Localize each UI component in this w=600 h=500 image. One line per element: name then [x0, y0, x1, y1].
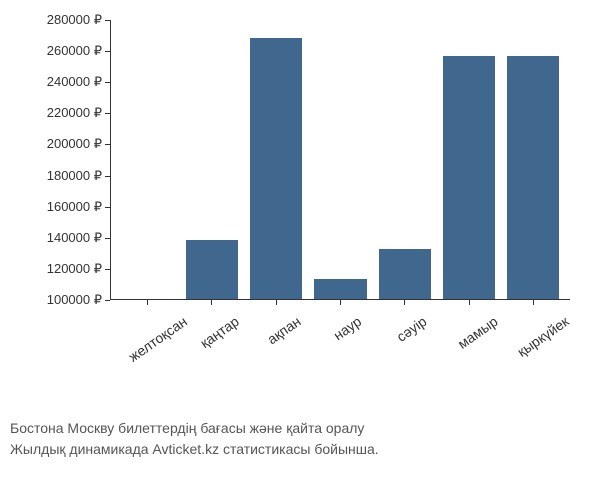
bar [443, 56, 495, 299]
plot-area [110, 20, 570, 300]
y-tick-mark [105, 144, 110, 145]
y-tick-label: 260000 ₽ [47, 43, 102, 59]
y-tick-label: 200000 ₽ [47, 136, 102, 152]
y-tick-mark [105, 207, 110, 208]
x-axis: желтоқсанқаңтар ақпан наур сәуір мамыр қыркүй… [110, 305, 570, 375]
y-tick-label: 240000 ₽ [47, 74, 102, 90]
y-tick-label: 100000 ₽ [47, 292, 102, 308]
bar [186, 240, 238, 299]
bar [379, 249, 431, 299]
chart-caption: Бостона Москву билеттердің бағасы және қ… [10, 418, 590, 460]
x-tick-label: желтоқсан [126, 313, 191, 365]
bar [250, 38, 302, 299]
caption-line-2: Жылдық динамикада Avticket.kz статистика… [10, 439, 590, 460]
y-tick-label: 160000 ₽ [47, 199, 102, 215]
x-tick-label: қыркүйек [514, 313, 571, 360]
y-tick-label: 220000 ₽ [47, 105, 102, 121]
x-tick-mark [404, 300, 405, 305]
y-tick-mark [105, 82, 110, 83]
x-tick-label: ақпан [264, 313, 303, 347]
y-tick-mark [105, 51, 110, 52]
x-tick-mark [211, 300, 212, 305]
bars-group [111, 20, 570, 299]
y-tick-mark [105, 269, 110, 270]
y-tick-label: 180000 ₽ [47, 168, 102, 184]
y-tick-label: 280000 ₽ [47, 12, 102, 28]
x-tick-mark [469, 300, 470, 305]
x-tick-label: наур [330, 313, 364, 343]
y-tick-mark [105, 20, 110, 21]
y-tick-label: 120000 ₽ [47, 261, 102, 277]
y-axis: 100000 ₽120000 ₽140000 ₽160000 ₽180000 ₽… [20, 20, 110, 300]
x-tick-label: сәуір [394, 313, 430, 345]
caption-line-1: Бостона Москву билеттердің бағасы және қ… [10, 418, 590, 439]
bar [314, 279, 366, 299]
x-tick-mark [147, 300, 148, 305]
x-tick-mark [533, 300, 534, 305]
x-tick-label: мамыр [454, 313, 500, 352]
x-tick-mark [276, 300, 277, 305]
x-tick-label: қаңтар [198, 313, 243, 351]
bar [507, 56, 559, 299]
y-tick-mark [105, 300, 110, 301]
y-tick-mark [105, 176, 110, 177]
chart-container: 100000 ₽ 120000 ₽ 140000 ₽ 160000 ₽ 180000 ₽… [20, 10, 580, 370]
y-tick-mark [105, 238, 110, 239]
y-tick-label: 140000 ₽ [47, 230, 102, 246]
y-tick-mark [105, 113, 110, 114]
x-tick-mark [340, 300, 341, 305]
